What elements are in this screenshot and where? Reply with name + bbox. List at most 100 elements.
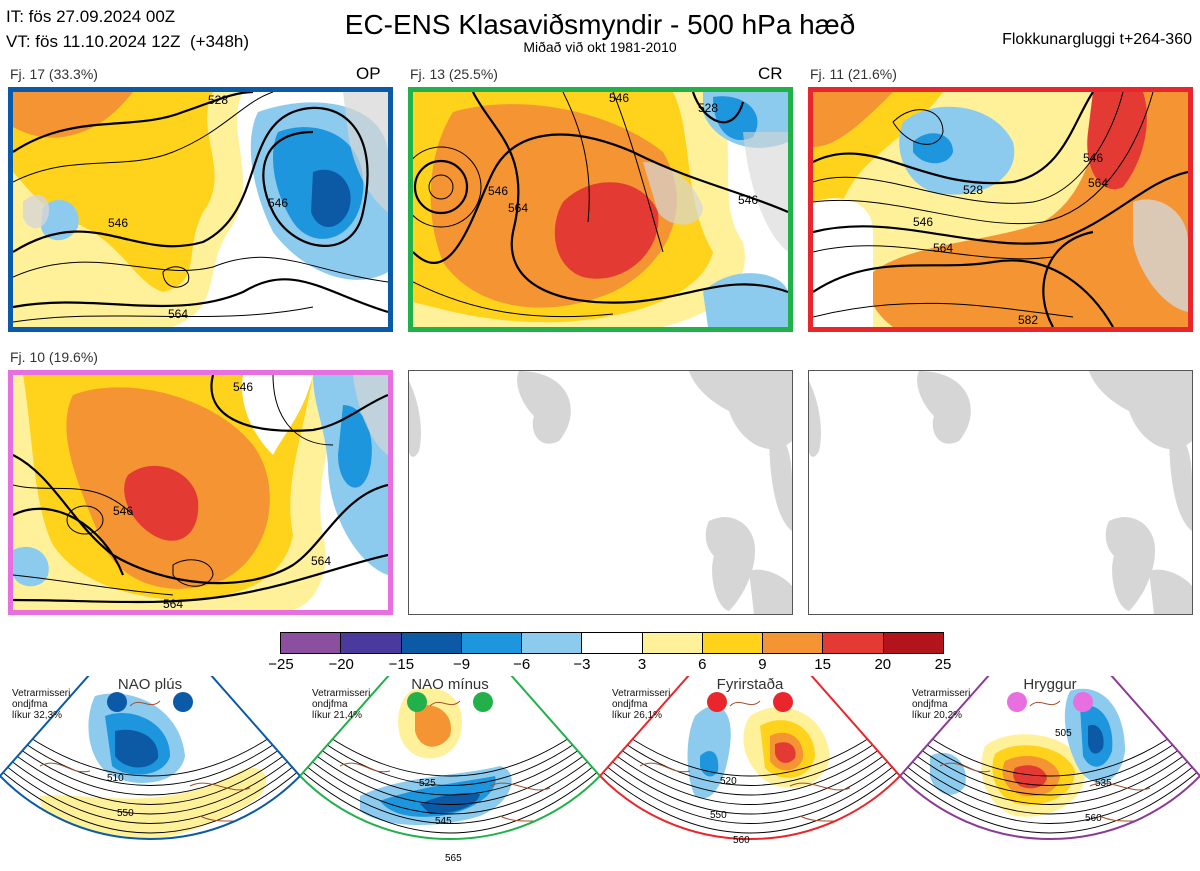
anomaly-shade [40, 767, 266, 840]
regime-marker-dot [173, 692, 193, 712]
regime-contour-label: 560 [1085, 813, 1102, 824]
anomaly-shade [775, 742, 796, 763]
colorbar-tick-label: 15 [814, 656, 831, 673]
height-contour [300, 751, 600, 815]
contour-label: 564 [168, 307, 188, 321]
regime-probability: Vetrarmisseri ondjfma líkur 21,4% [312, 688, 370, 721]
regime-marker-dot [107, 692, 127, 712]
init-time: IT: fös 27.09.2024 00Z [6, 7, 176, 26]
regime-meta-line: líkur 32,3% [12, 710, 63, 721]
regime-marker-dot [1073, 692, 1093, 712]
regime-fan-outline [900, 676, 1200, 841]
height-contour [300, 760, 600, 824]
regime-fan-outline [600, 676, 900, 841]
cluster-2-map[interactable]: 546 546 564 546 528 [408, 87, 793, 332]
colorbar-labels: −25 −20 −15 −9 −6 −3 3 6 9 15 20 25 [0, 656, 1200, 676]
coastline [339, 700, 561, 827]
regime-contour-label: 560 [733, 835, 750, 846]
colorbar-tick-label: −6 [513, 656, 531, 673]
regime-meta-line: Vetrarmisseri [312, 688, 371, 699]
height-contour [600, 751, 900, 815]
coastline [639, 700, 861, 827]
valid-time: VT: fös 11.10.2024 12Z (+348h) [6, 32, 250, 51]
contour-label: 546 [488, 184, 508, 198]
cluster-4-map[interactable]: 546 546 564 564 [8, 370, 393, 615]
cluster-3-map[interactable]: 528 546 564 546 564 582 [808, 87, 1193, 332]
height-contour [0, 724, 300, 786]
height-contour [300, 742, 600, 805]
regime-contour-label: 505 [1055, 728, 1072, 739]
regime-contour-label: 565 [445, 853, 462, 864]
height-contour [900, 724, 1200, 786]
regime-map: 505 535 560 [900, 676, 1200, 841]
contour-label: 546 [233, 380, 253, 394]
cluster-2-label: Fj. 13 (25.5%) [410, 66, 498, 82]
regime-meta-line: Vetrarmisseri [912, 688, 971, 699]
height-contour [300, 733, 600, 796]
coastline [939, 700, 1161, 827]
anomaly-shade [1013, 765, 1047, 789]
height-contour [600, 760, 900, 824]
contour-label: 564 [933, 241, 953, 255]
height-contour [0, 733, 300, 796]
anomaly-shade [420, 792, 480, 814]
cluster-2-tag: CR [758, 64, 783, 83]
regime-contour-label: 550 [710, 810, 727, 821]
regime-meta-line: líkur 20,2% [912, 710, 963, 721]
regime-map: 525 545 565 [300, 676, 600, 864]
height-contour [900, 742, 1200, 805]
coastline [39, 700, 261, 827]
colorbar-tick-label: −3 [573, 656, 591, 673]
contour-label: 546 [1083, 151, 1103, 165]
regime-marker-dot [473, 692, 493, 712]
height-contour [900, 760, 1200, 824]
contour-label: 528 [698, 101, 718, 115]
colorbar-swatch [701, 633, 763, 653]
cluster-1-map[interactable]: 528 546 546 564 [8, 87, 393, 332]
colorbar-tick-label: 6 [698, 656, 707, 673]
colorbar-swatch [460, 633, 522, 653]
height-contour [600, 733, 900, 796]
anomaly-shade [930, 752, 966, 795]
height-contour [300, 724, 600, 786]
anomaly-shade [415, 705, 451, 747]
empty-map-panel [408, 370, 793, 615]
regime-probability: Vetrarmisseri ondjfma líkur 20,2% [912, 688, 970, 721]
regime-meta-line: ondjfma [12, 699, 48, 710]
contour-label: 564 [163, 597, 183, 610]
regime-contour-label: 510 [107, 773, 124, 784]
regime-marker-dot [1007, 692, 1027, 712]
page-subtitle: Miðað við okt 1981-2010 [523, 39, 677, 55]
cluster-1-tag: OP [356, 64, 381, 83]
contour-label: 546 [738, 193, 758, 207]
colorbar-swatch [281, 633, 341, 653]
colorbar-swatch [581, 633, 642, 653]
contour-label: 546 [913, 215, 933, 229]
regime-title: NAO mínus [411, 676, 489, 693]
regime-meta-line: ondjfma [312, 699, 348, 710]
regime-title: Hryggur [1023, 676, 1077, 693]
regime-legend: 510 550 NAO plús Vetrarmisseri ondjfma líkur … [0, 676, 1200, 871]
regime-meta-line: líkur 26,1% [612, 710, 663, 721]
height-contour [0, 751, 300, 815]
regime-contour-label: 525 [419, 778, 436, 789]
classification-window: Flokkunargluggi t+264-360 [1002, 31, 1192, 48]
regime-contour-label: 535 [1095, 778, 1112, 789]
colorbar-swatch [762, 633, 823, 653]
contour-label: 528 [208, 93, 228, 107]
height-contour [600, 724, 900, 786]
height-contour [600, 715, 900, 777]
height-contour [300, 769, 600, 834]
height-contour [600, 742, 900, 805]
header-run-info: IT: fös 27.09.2024 00Z VT: fös 11.10.2024… [6, 4, 249, 54]
regime-marker-dot [773, 692, 793, 712]
regime-map: 520 550 560 [600, 676, 900, 846]
height-contour [0, 715, 300, 777]
regime-contour-label: 545 [435, 816, 452, 827]
height-contour [900, 751, 1200, 815]
regime-probability: Vetrarmisseri ondjfma líkur 26,1% [612, 688, 670, 721]
regime-fan-outline [300, 676, 600, 841]
colorbar-tick-label: 25 [934, 656, 952, 673]
contour-label: 546 [113, 504, 133, 518]
page-title: EC-ENS Klasaviðsmyndir - 500 hPa hæð [344, 9, 856, 40]
